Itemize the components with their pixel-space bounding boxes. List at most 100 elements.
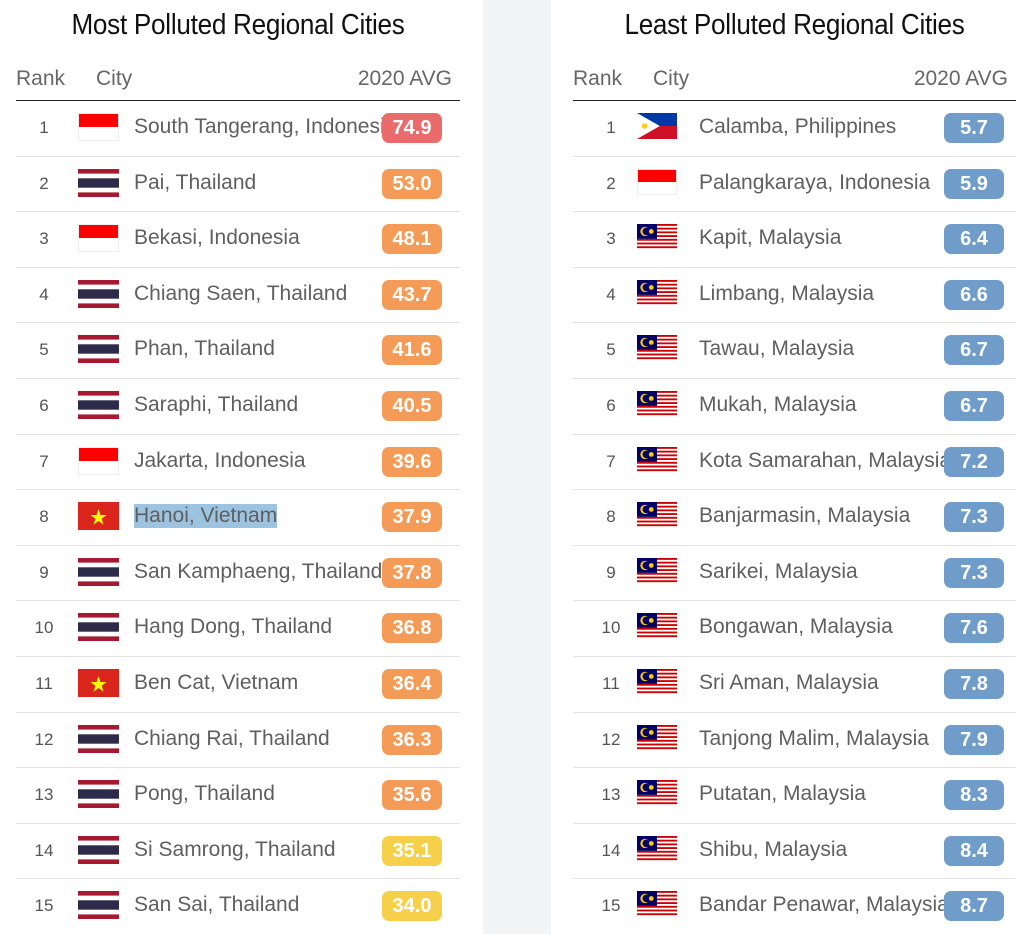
malaysia-flag-icon: [637, 780, 677, 807]
table-row[interactable]: 3 Kapit, Malaysia 6.4: [573, 212, 1016, 268]
city-name[interactable]: San Sai, Thailand: [134, 893, 300, 917]
table-row[interactable]: 5 Phan, Thailand 41.6: [16, 323, 460, 379]
table-row[interactable]: 12 Tanjong Malim, Malaysia 7.9: [573, 713, 1016, 769]
thailand-flag-icon: [78, 724, 119, 753]
vietnam-flag-icon: [78, 502, 119, 531]
table-row[interactable]: 2 Pai, Thailand 53.0: [16, 157, 460, 213]
malaysia-flag-icon: [637, 724, 677, 751]
table-row[interactable]: 1 South Tangerang, Indonesia 74.9: [16, 101, 460, 157]
aqi-value-badge: 7.3: [944, 557, 1004, 588]
aqi-value-badge: 8.7: [944, 891, 1004, 922]
table-row[interactable]: 14 Si Samrong, Thailand 35.1: [16, 824, 460, 880]
city-name[interactable]: South Tangerang, Indonesia: [134, 115, 397, 138]
rank-cell: 4: [606, 284, 616, 304]
city-name[interactable]: San Kamphaeng, Thailand: [134, 559, 383, 583]
table-row[interactable]: 10 Bongawan, Malaysia 7.6: [573, 601, 1016, 657]
table-row[interactable]: 4 Chiang Saen, Thailand 43.7: [16, 268, 460, 324]
aqi-value-badge: 36.4: [382, 668, 442, 699]
rank-cell: 7: [606, 451, 616, 471]
city-name[interactable]: Kapit, Malaysia: [699, 226, 842, 250]
city-name[interactable]: Pai, Thailand: [134, 170, 257, 194]
city-name[interactable]: Sri Aman, Malaysia: [699, 670, 879, 694]
aqi-value-badge: 43.7: [382, 279, 442, 310]
city-name[interactable]: Jakarta, Indonesia: [134, 448, 306, 472]
city-name[interactable]: Mukah, Malaysia: [699, 392, 857, 416]
malaysia-flag-icon: [637, 224, 677, 251]
table-row[interactable]: 9 San Kamphaeng, Thailand 37.8: [16, 546, 460, 602]
table-row[interactable]: 3 Bekasi, Indonesia 48.1: [16, 212, 460, 268]
city-name[interactable]: Ben Cat, Vietnam: [134, 670, 299, 694]
city-name[interactable]: Calamba, Philippines: [699, 115, 897, 138]
table-row[interactable]: 6 Mukah, Malaysia 6.7: [573, 379, 1016, 435]
rank-cell: 11: [602, 673, 620, 693]
city-column-header: City: [653, 67, 690, 90]
city-name[interactable]: Saraphi, Thailand: [134, 392, 299, 416]
aqi-value-badge: 37.9: [382, 502, 442, 533]
table-row[interactable]: 1 Calamba, Philippines 5.7: [573, 101, 1016, 157]
table-row[interactable]: 7 Jakarta, Indonesia 39.6: [16, 435, 460, 491]
aqi-value-badge: 6.7: [944, 390, 1004, 421]
avg-column-header: 2020 AVG: [357, 67, 452, 90]
aqi-value-badge: 5.9: [944, 168, 1004, 199]
table-row[interactable]: 5 Tawau, Malaysia 6.7: [573, 323, 1016, 379]
table-row[interactable]: 2 Palangkaraya, Indonesia 5.9: [573, 157, 1016, 213]
indonesia-flag-icon: [78, 446, 119, 475]
aqi-value-badge: 35.6: [382, 780, 442, 811]
city-name[interactable]: Chiang Saen, Thailand: [134, 281, 348, 305]
table-row[interactable]: 6 Saraphi, Thailand 40.5: [16, 379, 460, 435]
city-name[interactable]: Phan, Thailand: [134, 337, 275, 361]
table-row[interactable]: 12 Chiang Rai, Thailand 36.3: [16, 713, 460, 769]
city-name[interactable]: Bongawan, Malaysia: [699, 615, 893, 639]
city-name[interactable]: Bandar Penawar, Malaysia: [699, 893, 949, 917]
city-name[interactable]: Limbang, Malaysia: [699, 281, 875, 305]
table-row[interactable]: 13 Putatan, Malaysia 8.3: [573, 768, 1016, 824]
city-name[interactable]: Pong, Thailand: [134, 782, 275, 806]
table-row[interactable]: 8 Hanoi, Vietnam 37.9: [16, 490, 460, 546]
table-row[interactable]: 7 Kota Samarahan, Malaysia 7.2: [573, 435, 1016, 491]
table-row[interactable]: 15 Bandar Penawar, Malaysia 8.7: [573, 879, 1016, 934]
table-header: Rank City 2020 AVG: [573, 50, 1016, 101]
rank-cell: 10: [34, 618, 54, 638]
city-name[interactable]: Chiang Rai, Thailand: [134, 726, 330, 750]
rank-cell: 9: [606, 562, 616, 582]
rank-cell: 15: [34, 896, 54, 916]
aqi-value-badge: 41.6: [382, 335, 442, 366]
panel-title: Least Polluted Regional Cities: [624, 9, 965, 41]
table-row[interactable]: 10 Hang Dong, Thailand 36.8: [16, 601, 460, 657]
indonesia-flag-icon: [637, 168, 677, 195]
aqi-value-badge: 53.0: [382, 168, 442, 199]
city-name[interactable]: Sarikei, Malaysia: [699, 559, 858, 583]
city-name[interactable]: Hanoi, Vietnam: [134, 504, 278, 529]
table-row[interactable]: 4 Limbang, Malaysia 6.6: [573, 268, 1016, 324]
rank-cell: 3: [39, 229, 49, 249]
city-name[interactable]: Si Samrong, Thailand: [134, 837, 336, 861]
malaysia-flag-icon: [637, 557, 677, 584]
city-column-header: City: [96, 67, 133, 90]
city-name[interactable]: Palangkaraya, Indonesia: [699, 170, 931, 194]
city-name[interactable]: Shibu, Malaysia: [699, 837, 848, 861]
rank-cell: 10: [601, 618, 621, 638]
least-polluted-rows: 1 Calamba, Philippines 5.7 2 Palangkaraya, I…: [573, 101, 1016, 934]
city-name[interactable]: Bekasi, Indonesia: [134, 226, 300, 250]
rank-cell: 5: [39, 340, 49, 360]
rank-cell: 1: [39, 118, 49, 137]
city-name[interactable]: Putatan, Malaysia: [699, 782, 866, 806]
city-name[interactable]: Banjarmasin, Malaysia: [699, 504, 911, 528]
rank-cell: 5: [606, 340, 616, 360]
table-row[interactable]: 15 San Sai, Thailand 34.0: [16, 879, 460, 934]
aqi-value-badge: 8.3: [944, 780, 1004, 811]
table-row[interactable]: 8 Banjarmasin, Malaysia 7.3: [573, 490, 1016, 546]
city-name[interactable]: Hang Dong, Thailand: [134, 615, 333, 639]
table-row[interactable]: 14 Shibu, Malaysia 8.4: [573, 824, 1016, 880]
rank-column-header: Rank: [16, 67, 66, 90]
rank-cell: 2: [606, 173, 616, 193]
table-row[interactable]: 11 Sri Aman, Malaysia 7.8: [573, 657, 1016, 713]
table-row[interactable]: 9 Sarikei, Malaysia 7.3: [573, 546, 1016, 602]
aqi-value-badge: 7.6: [944, 613, 1004, 644]
table-row[interactable]: 13 Pong, Thailand 35.6: [16, 768, 460, 824]
city-name[interactable]: Kota Samarahan, Malaysia: [699, 448, 952, 472]
table-row[interactable]: 11 Ben Cat, Vietnam 36.4: [16, 657, 460, 713]
city-name[interactable]: Tawau, Malaysia: [699, 337, 855, 361]
aqi-value-badge: 8.4: [944, 835, 1004, 866]
city-name[interactable]: Tanjong Malim, Malaysia: [699, 726, 929, 750]
